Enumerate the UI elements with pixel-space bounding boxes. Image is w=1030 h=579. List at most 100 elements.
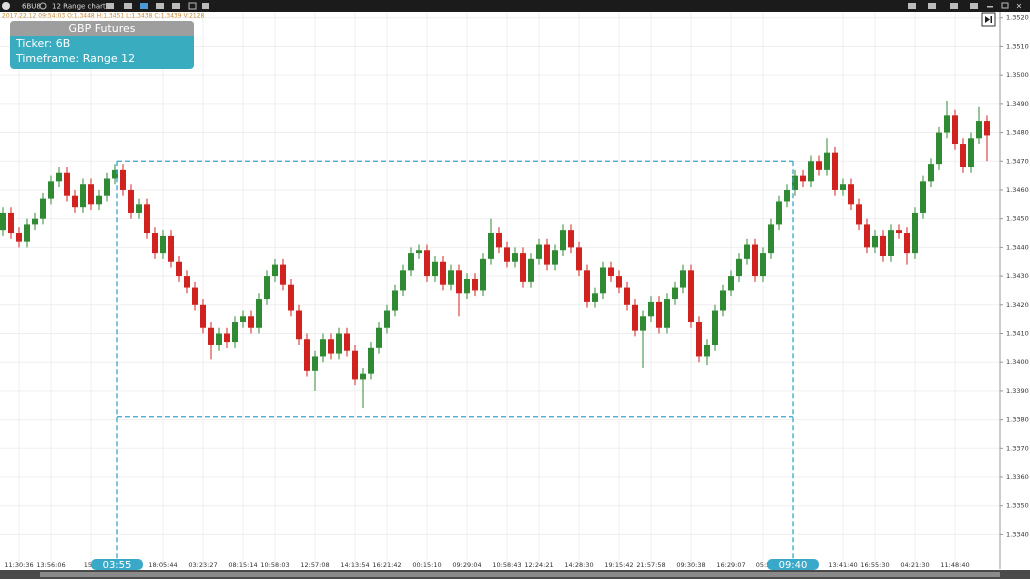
candle-body — [344, 333, 350, 351]
candle-body — [728, 276, 734, 291]
candle-body — [120, 169, 126, 190]
candle-body — [888, 230, 894, 256]
candle-body — [656, 301, 662, 328]
x-tick-label: 05:5 — [756, 561, 771, 569]
scrollbar-thumb[interactable] — [40, 572, 1000, 577]
candle-body — [328, 339, 334, 354]
x-tick-label: 11:30:36 — [4, 561, 33, 569]
x-tick-label: 08:15:14 — [228, 561, 257, 569]
bars-icon[interactable] — [156, 3, 164, 9]
candle-body — [768, 224, 774, 254]
candle-body — [640, 316, 646, 331]
candle-body — [720, 290, 726, 311]
candle-body — [680, 270, 686, 288]
candle-body — [32, 218, 38, 225]
y-tick-label: 1.3470 — [1006, 157, 1029, 165]
candle-body — [856, 204, 862, 225]
candle-body — [392, 290, 398, 311]
minimize-button[interactable] — [987, 6, 993, 8]
x-tick-label: 16:21:42 — [372, 561, 401, 569]
info-title: GBP Futures — [69, 22, 136, 35]
y-tick-label: 1.3450 — [1006, 215, 1029, 223]
more-icon[interactable] — [970, 3, 978, 9]
candle-body — [816, 161, 822, 170]
tools-icon[interactable] — [928, 3, 936, 9]
candle-body — [184, 276, 190, 288]
x-tick-label: 11:48:40 — [940, 561, 969, 569]
candle-body — [400, 270, 406, 291]
close-button[interactable]: × — [1016, 2, 1023, 11]
price-axis: 1.3520 1.3510 1.3500 1.3490 1.3480 1.3470 1.34… — [1000, 14, 1029, 538]
candle-body — [464, 278, 470, 294]
pen-icon[interactable] — [124, 3, 132, 9]
candle-body — [904, 233, 910, 254]
x-tick-label: 03:23:27 — [188, 561, 217, 569]
candle-body — [672, 287, 678, 300]
candle-body — [520, 253, 526, 282]
app-logo[interactable] — [2, 2, 10, 10]
y-tick-label: 1.3410 — [1006, 329, 1029, 337]
candle-body — [368, 347, 374, 374]
candle-body — [352, 350, 358, 380]
candle-body — [104, 178, 110, 196]
candle-body — [128, 189, 134, 213]
x-tick-label: 21:57:58 — [636, 561, 665, 569]
time-marker — [767, 559, 819, 570]
maximize-button[interactable] — [1001, 2, 1009, 9]
candle-body — [416, 250, 422, 254]
x-tick-label: 14:28:30 — [564, 561, 593, 569]
selection-time-labels: 03:55 09:40 — [91, 559, 819, 571]
candle-body — [576, 247, 582, 271]
candle-body — [408, 253, 414, 271]
candle-body — [688, 270, 694, 323]
candle-body — [528, 258, 534, 282]
cross-icon[interactable] — [172, 3, 180, 9]
settings-icon[interactable] — [950, 3, 958, 9]
candle-body — [232, 322, 238, 343]
x-tick-label: 19:15:42 — [604, 561, 633, 569]
y-tick-label: 1.3400 — [1006, 358, 1029, 366]
layout-icon[interactable] — [202, 3, 209, 9]
symbol[interactable]: 6BU8 — [22, 3, 41, 11]
y-tick-label: 1.3440 — [1006, 243, 1029, 251]
indicator-icon[interactable] — [140, 3, 148, 9]
candle-body — [208, 327, 214, 345]
candle-body — [336, 333, 342, 354]
chart-icon[interactable] — [106, 3, 114, 9]
chart-name[interactable]: 12 Range chart — [52, 3, 106, 11]
y-tick-label: 1.3520 — [1006, 14, 1029, 22]
candle-body — [776, 201, 782, 225]
candle-body — [504, 247, 510, 262]
candle-body — [160, 235, 166, 254]
candle-body — [592, 293, 598, 302]
candle-body — [584, 270, 590, 302]
candle-body — [600, 267, 606, 294]
grid — [0, 12, 1000, 566]
candle-body — [848, 184, 854, 205]
candle-body — [552, 250, 558, 265]
x-tick-label: 09:30:38 — [676, 561, 705, 569]
candle-body — [608, 267, 614, 277]
time-marker-label: 09:40 — [779, 560, 808, 571]
draw-icon[interactable] — [908, 3, 916, 9]
candle-body — [88, 184, 94, 205]
candle-body — [648, 301, 654, 317]
candle-body — [64, 172, 70, 196]
search-icon[interactable] — [39, 2, 47, 10]
candle-body — [112, 169, 118, 179]
candle-body — [320, 339, 326, 357]
x-tick-label: 04:21:30 — [900, 561, 929, 569]
candle-body — [864, 224, 870, 248]
candle-body — [424, 250, 430, 277]
candle-body — [168, 235, 174, 262]
y-tick-label: 1.3500 — [1006, 71, 1029, 79]
candle-body — [808, 161, 814, 182]
candle-body — [832, 152, 838, 190]
candle-body — [56, 172, 62, 182]
candle-body — [8, 212, 14, 234]
candle-body — [920, 181, 926, 213]
candle-body — [0, 212, 6, 231]
window-icon[interactable] — [188, 2, 197, 10]
